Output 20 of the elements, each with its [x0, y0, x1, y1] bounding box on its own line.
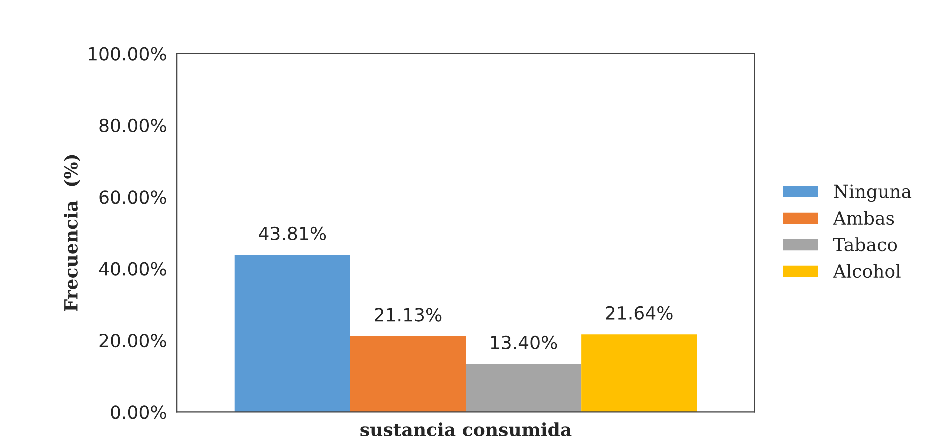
data-label: 43.81%	[259, 226, 326, 241]
data-label: 21.13%	[375, 308, 442, 322]
data-label: 21.64%	[606, 306, 673, 320]
y-tick-label: 100.00%	[89, 47, 166, 61]
legend-label: Tabaco	[833, 238, 898, 252]
y-tick-label: 20.00%	[100, 334, 166, 348]
bar	[466, 364, 582, 412]
data-label: 13.40%	[491, 336, 558, 350]
y-tick-label: 40.00%	[99, 262, 166, 276]
legend-label: Ambas	[833, 211, 894, 226]
legend-label: Alcohol	[833, 264, 901, 278]
legend-label: Ninguna	[834, 184, 912, 202]
bar	[234, 255, 350, 412]
bar	[582, 334, 698, 412]
y-tick-label: 0.00%	[111, 406, 166, 420]
y-tick-label: 60.00%	[100, 190, 166, 204]
bar	[350, 336, 466, 412]
x-axis-title: sustancia consumida	[360, 422, 572, 437]
y-tick-label: 80.00%	[100, 118, 166, 133]
y-axis-title: Frecuencia (%)	[64, 155, 81, 312]
